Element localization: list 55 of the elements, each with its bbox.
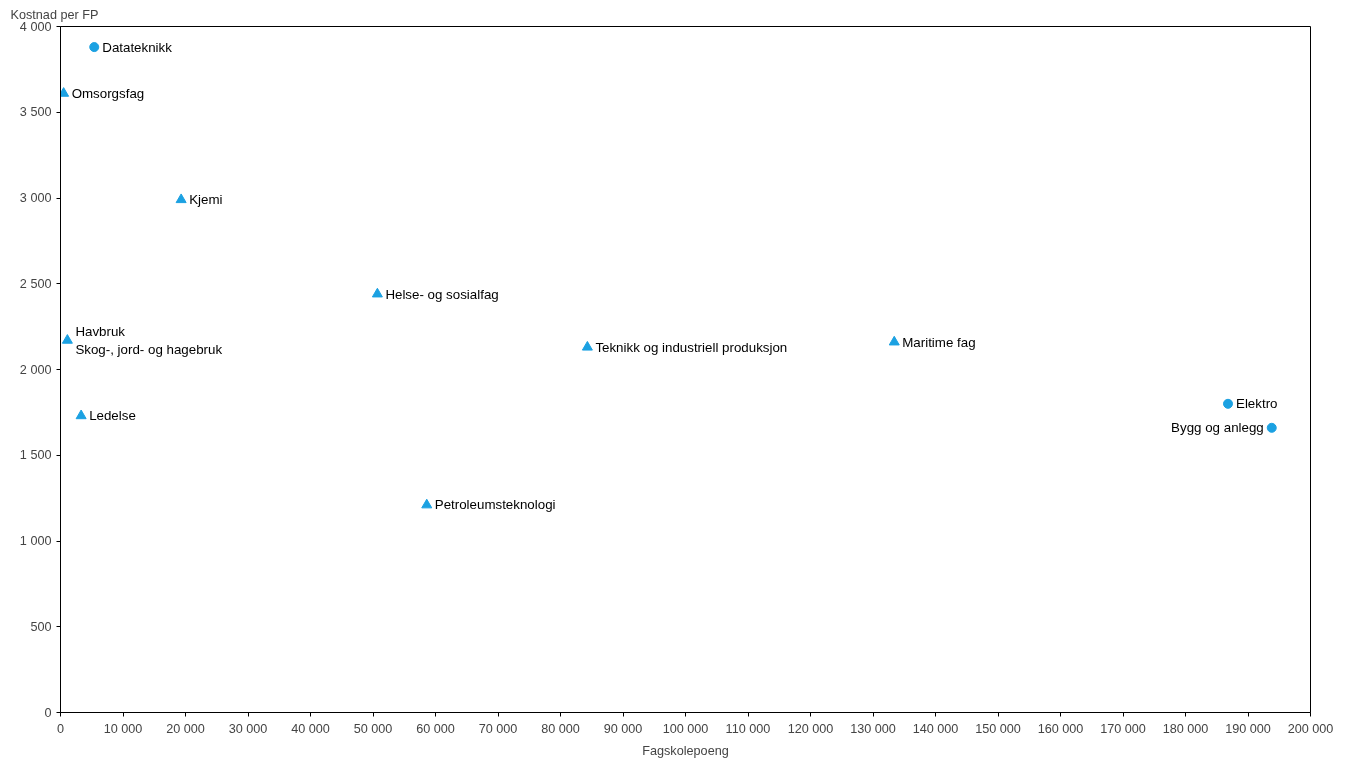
point <box>371 287 383 298</box>
point <box>1223 398 1233 409</box>
x-tick-label: 180 000 <box>1162 721 1209 736</box>
y-tick-label: 3 500 <box>19 105 52 120</box>
point <box>89 42 100 53</box>
x-tick-label: 100 000 <box>662 721 709 736</box>
annotation: Skog-, jord- og hagebruk <box>75 341 223 357</box>
x-tick-label: 80 000 <box>541 721 580 736</box>
annotation: Helse- og sosialfag <box>385 286 499 302</box>
point <box>421 498 433 509</box>
annotation: Datateknikk <box>102 39 173 55</box>
x-tick-label: 140 000 <box>912 721 959 736</box>
x-tick-label: 150 000 <box>975 721 1021 736</box>
annotation: Bygg og anlegg <box>1171 420 1264 436</box>
y-tick-label: 0 <box>44 705 52 720</box>
annotation: Havbruk <box>75 323 126 339</box>
y-tick-label: 1 500 <box>19 448 52 463</box>
x-tick-label: 10 000 <box>103 721 143 736</box>
y-tick-label: 3 000 <box>19 191 52 205</box>
y-tick-label: 2 500 <box>19 276 52 291</box>
point <box>75 409 87 420</box>
point <box>61 334 73 344</box>
y-tick-label: 500 <box>30 619 52 634</box>
y-tick-label: 2 000 <box>19 362 52 377</box>
point <box>60 87 70 97</box>
x-tick-label: 50 000 <box>353 721 393 736</box>
x-tick-label: 170 000 <box>1100 721 1146 736</box>
annotation: Omsorgsfag <box>71 85 145 101</box>
annotation: Elektro <box>1236 396 1278 412</box>
point <box>888 335 900 346</box>
x-tick-label: 40 000 <box>291 721 330 736</box>
x-tick-label: 0 <box>56 721 65 736</box>
x-tick-label: 160 000 <box>1037 721 1084 736</box>
x-tick-label: 120 000 <box>787 721 834 736</box>
point <box>175 193 187 204</box>
y-tick-label: 1 000 <box>19 534 52 548</box>
x-tick-label: 200 000 <box>1287 721 1334 736</box>
x-tick-label: 70 000 <box>478 721 518 736</box>
x-tick-label: 190 000 <box>1225 721 1271 736</box>
x-tick-label: 110 000 <box>725 721 771 736</box>
point <box>1266 422 1277 433</box>
x-tick-label: 90 000 <box>603 721 643 736</box>
point <box>581 340 593 351</box>
annotation: Petroleumsteknologi <box>434 497 556 513</box>
x-tick-label: 130 000 <box>850 721 896 736</box>
x-tick-label: 60 000 <box>416 721 455 736</box>
annotation: Teknikk og industriell produksjon <box>595 339 788 355</box>
annotation: Ledelse <box>89 408 136 424</box>
x-tick-label: 30 000 <box>228 721 268 736</box>
annotation: Kjemi <box>189 192 223 208</box>
y-tick-label: 4 000 <box>19 19 52 34</box>
x-tick-label: 20 000 <box>166 721 205 736</box>
y-axis-title: Kostnad per FP <box>10 7 99 22</box>
x-axis-title: Fagskolepoeng <box>642 743 729 758</box>
annotation: Maritime fag <box>902 334 976 350</box>
